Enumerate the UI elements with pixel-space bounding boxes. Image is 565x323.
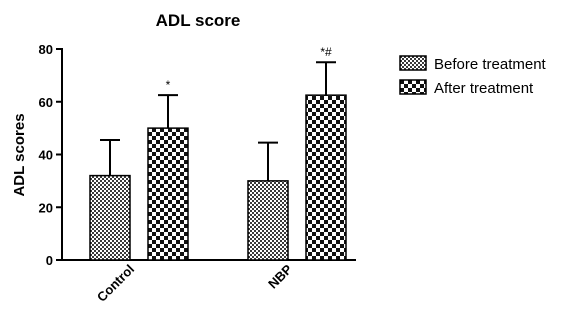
- y-tick-label: 80: [39, 42, 53, 57]
- chart-title: ADL score: [156, 11, 241, 30]
- bar-control-after: [147, 127, 189, 261]
- x-tick-labels: Control NBP: [94, 261, 296, 305]
- legend: Before treatment After treatment: [399, 55, 547, 97]
- y-axis-label: ADL scores: [11, 113, 28, 196]
- x-tick-label-control: Control: [94, 262, 137, 305]
- y-ticks: 0 20 40 60 80: [39, 42, 62, 268]
- legend-label-after: After treatment: [434, 80, 534, 97]
- legend-label-before: Before treatment: [434, 56, 547, 73]
- y-tick-label: 0: [46, 253, 53, 268]
- bar-control-before: [89, 174, 131, 261]
- x-tick-label-nbp: NBP: [265, 261, 295, 291]
- significance-marker: *: [166, 78, 171, 92]
- bar-nbp-before: [247, 180, 289, 261]
- legend-swatch-after: [399, 79, 427, 95]
- bar-nbp-after: [305, 94, 347, 261]
- y-tick-label: 40: [39, 148, 53, 163]
- bars: * *#: [89, 45, 347, 261]
- legend-swatch-before: [399, 55, 427, 71]
- y-tick-label: 60: [39, 95, 53, 110]
- y-tick-label: 20: [39, 200, 53, 215]
- significance-marker: *#: [320, 45, 332, 59]
